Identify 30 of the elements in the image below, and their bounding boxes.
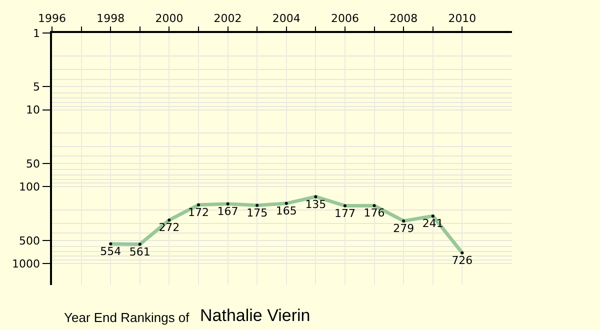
x-tick-label: 2004 [272, 12, 300, 25]
x-tick-label: 1998 [96, 12, 125, 25]
y-tick-label: 100 [19, 180, 40, 194]
data-label: 241 [422, 217, 444, 230]
x-tick-label: 2010 [448, 12, 476, 25]
data-label: 167 [217, 204, 238, 218]
y-tick-label: 50 [26, 157, 40, 170]
data-label: 272 [158, 221, 180, 234]
y-tick-label: 1000 [12, 257, 40, 270]
data-label: 172 [188, 206, 209, 219]
y-tick-label: 5 [33, 80, 40, 94]
x-tick-label: 1996 [38, 12, 66, 25]
text: Nathalie Vierin [200, 306, 310, 325]
x-tick-label: 2008 [390, 12, 418, 25]
data-label: 279 [393, 222, 414, 236]
x-tick-label: 2002 [214, 12, 242, 25]
data-label: 165 [276, 204, 297, 218]
data-label: 726 [452, 254, 473, 268]
data-label: 175 [246, 206, 268, 220]
x-tick-label: 2000 [155, 12, 184, 25]
y-tick-label: 500 [19, 234, 40, 248]
y-tick-label: 1 [33, 26, 40, 40]
data-label: 554 [100, 244, 122, 258]
text: Year End Rankings of [64, 310, 190, 325]
y-tick-label: 10 [26, 104, 40, 117]
data-label: 176 [364, 206, 385, 220]
x-tick-label: 2006 [330, 12, 359, 25]
data-label: 561 [129, 245, 150, 258]
data-label: 135 [305, 198, 326, 211]
data-label: 177 [334, 206, 356, 220]
